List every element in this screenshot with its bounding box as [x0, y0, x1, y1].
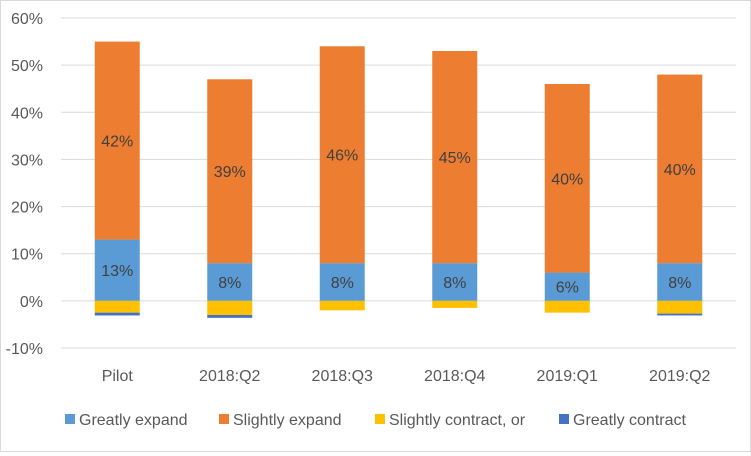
- bar-segment: [657, 313, 703, 316]
- data-label: 8%: [331, 275, 354, 292]
- data-label: 8%: [218, 275, 241, 292]
- data-label: 8%: [443, 275, 466, 292]
- x-tick-label: Pilot: [102, 368, 134, 385]
- bar-segment: [544, 84, 590, 273]
- data-label: 8%: [668, 275, 691, 292]
- legend-swatch: [559, 414, 569, 424]
- bar-segment: [544, 272, 590, 301]
- data-label: 45%: [439, 150, 471, 167]
- bar-segment: [319, 300, 365, 311]
- bar-segment: [94, 312, 140, 316]
- bar-segment: [432, 300, 478, 308]
- bar-segment: [544, 300, 590, 313]
- legend-label: Greatly contract: [573, 412, 686, 429]
- bar-segment: [432, 263, 478, 301]
- bar-segment: [94, 41, 140, 240]
- bar-segment: [207, 300, 253, 315]
- legend-label: Greatly expand: [79, 412, 188, 429]
- data-label: 40%: [664, 162, 696, 179]
- x-tick-label: 2018:Q3: [312, 368, 373, 385]
- y-tick-label: 10%: [11, 247, 43, 264]
- y-tick-label: 0%: [20, 294, 43, 311]
- y-tick-label: 30%: [11, 152, 43, 169]
- legend-swatch: [219, 414, 229, 424]
- bar-segment: [657, 74, 703, 264]
- legend-swatch: [65, 414, 75, 424]
- legend-label: Slightly expand: [233, 412, 342, 429]
- data-label: 39%: [214, 164, 246, 181]
- bar-segment: [432, 51, 478, 264]
- x-tick-label: 2018:Q4: [424, 368, 485, 385]
- bar-segment: [94, 300, 140, 313]
- bar-segment: [94, 239, 140, 301]
- bar-segment: [207, 263, 253, 301]
- bar-segment: [657, 263, 703, 301]
- bar-segment: [207, 315, 253, 318]
- data-label: 13%: [101, 263, 133, 280]
- y-tick-label: 50%: [11, 58, 43, 75]
- data-label: 42%: [101, 134, 133, 151]
- bar-segment: [207, 79, 253, 264]
- x-tick-label: 2019:Q1: [537, 368, 598, 385]
- y-tick-label: 60%: [11, 11, 43, 28]
- data-label: 46%: [326, 148, 358, 165]
- y-tick-label: -10%: [6, 341, 43, 358]
- bar-segment: [319, 263, 365, 301]
- x-tick-label: 2018:Q2: [199, 368, 260, 385]
- data-label: 40%: [551, 171, 583, 188]
- y-tick-label: 40%: [11, 105, 43, 122]
- bar-segment: [657, 300, 703, 314]
- legend-label: Slightly contract, or: [389, 412, 526, 429]
- bar-segment: [319, 46, 365, 264]
- x-tick-label: 2019:Q2: [649, 368, 710, 385]
- y-tick-label: 20%: [11, 200, 43, 217]
- data-label: 6%: [556, 280, 579, 297]
- legend-swatch: [375, 414, 385, 424]
